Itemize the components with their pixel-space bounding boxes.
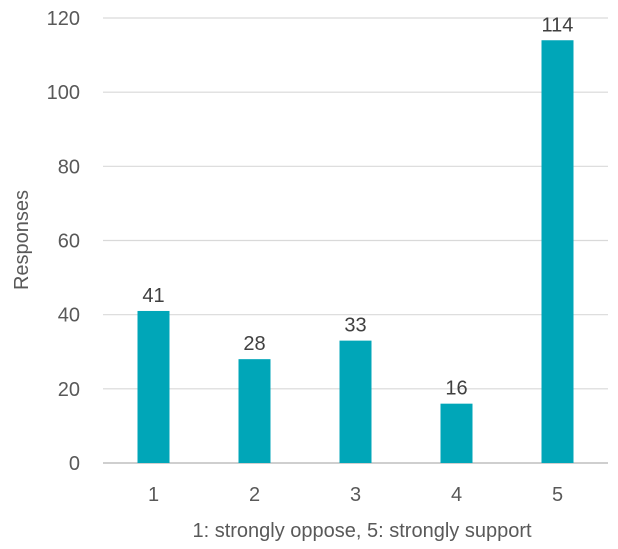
x-axis-ticks: 1 2 3 4 5 (148, 484, 563, 506)
data-labels: 41 28 33 16 114 (142, 14, 573, 399)
bars (137, 40, 574, 463)
data-label-3: 33 (344, 315, 366, 337)
y-tick-label: 20 (58, 379, 80, 401)
gridlines (103, 17, 608, 464)
y-tick-label: 80 (58, 156, 80, 178)
bar-5 (541, 40, 574, 463)
x-tick-label-5: 5 (552, 484, 563, 506)
y-tick-label: 60 (58, 231, 80, 253)
bar-4 (440, 403, 473, 463)
bar-3 (339, 340, 372, 463)
data-label-5: 114 (542, 14, 574, 36)
y-tick-label: 120 (47, 8, 80, 30)
data-label-2: 28 (243, 333, 265, 355)
y-axis-title: Responses (11, 190, 33, 290)
y-tick-label: 100 (47, 82, 80, 104)
bar-1 (137, 310, 170, 463)
y-axis-ticks: 0 20 40 60 80 100 120 (47, 8, 80, 475)
x-axis-title: 1: strongly oppose, 5: strongly support (192, 520, 532, 542)
x-tick-label-3: 3 (350, 484, 361, 506)
x-tick-label-2: 2 (249, 484, 260, 506)
x-tick-label-1: 1 (148, 484, 159, 506)
bar-2 (238, 359, 271, 463)
data-label-4: 16 (445, 378, 467, 400)
x-tick-label-4: 4 (451, 484, 462, 506)
data-label-1: 41 (142, 285, 164, 307)
y-tick-label: 40 (58, 305, 80, 327)
y-tick-label: 0 (69, 453, 80, 475)
